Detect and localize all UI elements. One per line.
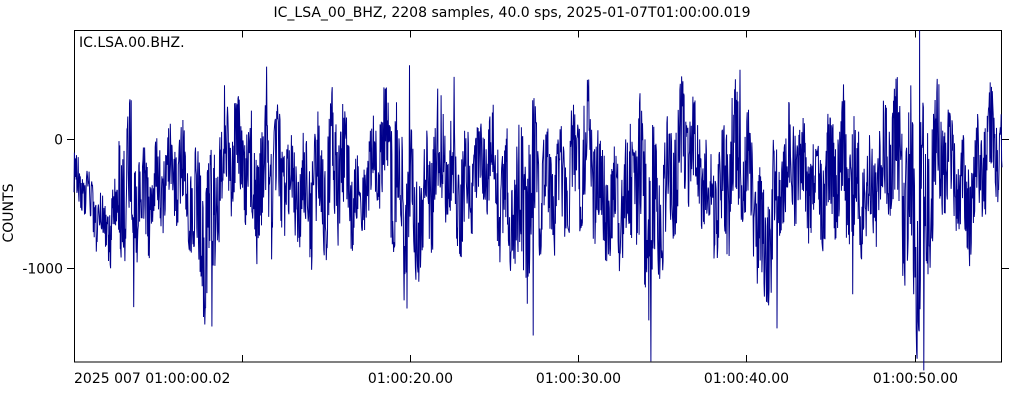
x-tick-label: 01:00:20.00 <box>368 371 453 387</box>
y-tick-label: -1000 <box>22 262 63 278</box>
x-tick-label: 2025 007 01:00:00.02 <box>74 371 230 387</box>
waveform-trace <box>73 30 1003 371</box>
x-tick-label: 01:00:50.00 <box>873 371 958 387</box>
plot-border <box>74 30 1002 363</box>
station-label: IC.LSA.00.BHZ. <box>79 35 185 51</box>
y-tick-label: 0 <box>54 133 63 149</box>
x-tick-label: 01:00:40.00 <box>704 371 789 387</box>
figure-title: IC_LSA_00_BHZ, 2208 samples, 40.0 sps, 2… <box>273 5 751 21</box>
x-tick-label: 01:00:30.00 <box>536 371 621 387</box>
